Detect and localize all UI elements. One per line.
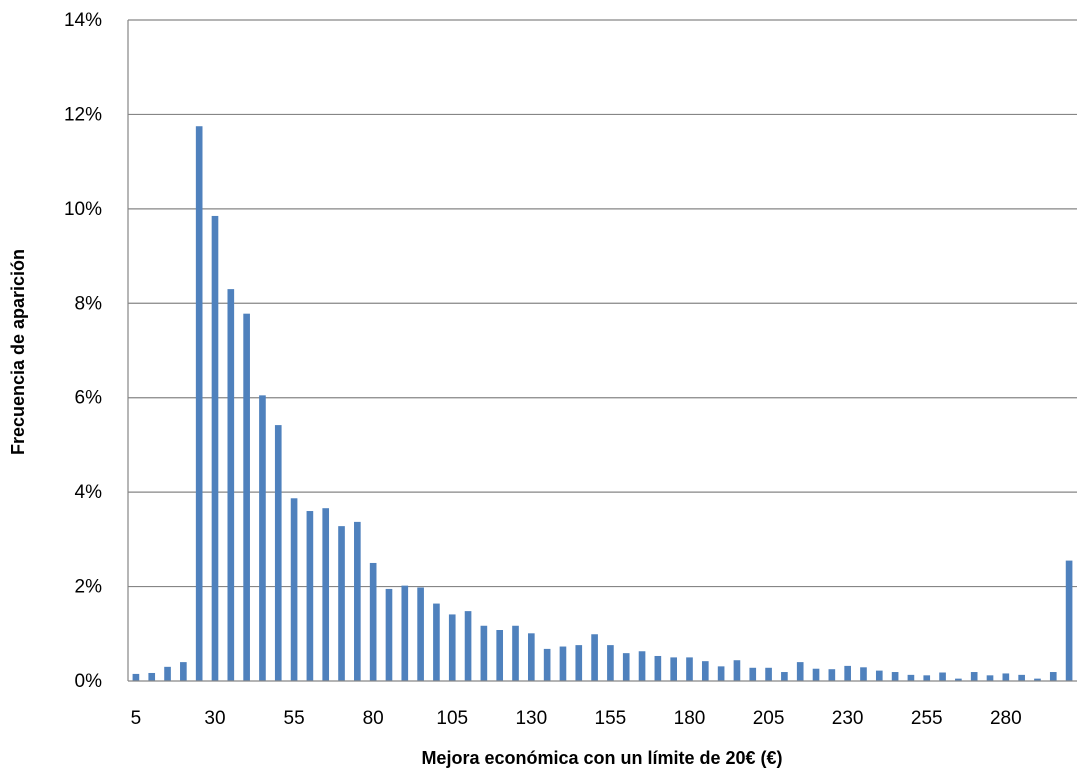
bar — [765, 667, 772, 681]
bar — [211, 215, 219, 682]
bar — [828, 669, 836, 681]
bar — [670, 657, 677, 681]
y-tick-label: 14% — [64, 10, 102, 31]
y-tick-label: 2% — [75, 577, 103, 598]
x-tick-labels: 5 30 55 80 105 130 155 180 205 230 255 280 — [131, 708, 1022, 729]
bar — [306, 511, 314, 681]
bar — [875, 670, 883, 681]
bar — [607, 645, 614, 681]
bar — [907, 674, 915, 681]
x-tick-label: 130 — [515, 708, 547, 729]
x-tick-label: 80 — [363, 708, 384, 729]
y-tick-label: 10% — [64, 199, 102, 220]
bar — [923, 675, 931, 681]
bar — [1034, 678, 1041, 681]
bar — [559, 646, 567, 681]
y-tick-label: 0% — [75, 671, 103, 692]
bar — [496, 630, 504, 681]
y-axis-title: Frecuencia de aparición — [8, 249, 28, 455]
x-tick-label: 230 — [832, 708, 864, 729]
bar — [622, 653, 630, 681]
bar — [701, 661, 709, 681]
bar — [781, 672, 788, 681]
bar — [195, 126, 203, 682]
bar — [733, 660, 741, 681]
bar — [575, 645, 583, 681]
bar — [986, 675, 994, 681]
y-tick-label: 4% — [75, 482, 103, 503]
x-tick-label: 205 — [753, 708, 785, 729]
bar — [180, 662, 187, 681]
bar — [812, 668, 820, 681]
bar — [1002, 673, 1010, 681]
bar — [844, 665, 851, 681]
bar — [512, 625, 519, 681]
bar — [591, 634, 598, 681]
x-tick-label: 255 — [911, 708, 943, 729]
bar — [290, 498, 298, 681]
bar — [148, 672, 156, 681]
y-tick-labels: 0% 2% 4% 6% 8% 10% 12% 14% — [64, 10, 102, 692]
bar — [417, 587, 424, 681]
bar — [543, 648, 551, 681]
x-tick-label: 5 — [131, 708, 142, 729]
bar — [164, 666, 171, 681]
bar — [686, 657, 693, 681]
bar — [259, 395, 266, 681]
x-tick-label: 30 — [204, 708, 225, 729]
bar — [955, 678, 962, 681]
bar — [638, 651, 646, 681]
bar — [1018, 674, 1025, 681]
bar — [717, 666, 725, 681]
bar — [448, 614, 456, 681]
bar — [528, 633, 535, 681]
bar — [970, 672, 978, 681]
bar — [433, 603, 440, 681]
bar — [369, 562, 377, 681]
gridlines — [128, 19, 1077, 588]
bar — [227, 289, 235, 681]
x-tick-label: 105 — [436, 708, 468, 729]
bar — [354, 521, 361, 681]
bar — [891, 672, 899, 681]
bar — [939, 672, 946, 681]
bar — [1065, 560, 1073, 681]
bar — [322, 508, 330, 681]
y-tick-label: 12% — [64, 104, 102, 125]
x-tick-label: 55 — [284, 708, 305, 729]
axes — [127, 20, 1077, 682]
bar — [654, 655, 662, 681]
bar — [860, 667, 867, 681]
bar — [464, 611, 472, 681]
bar — [338, 526, 345, 681]
bar — [274, 425, 282, 681]
bar — [1049, 672, 1057, 681]
bar — [480, 625, 488, 681]
bar — [132, 673, 140, 681]
bar — [749, 667, 757, 681]
bar — [796, 662, 804, 681]
y-tick-label: 6% — [75, 388, 103, 409]
y-tick-label: 8% — [75, 293, 103, 314]
bar-series — [132, 126, 1073, 682]
bar — [243, 313, 250, 681]
x-axis-title: Mejora económica con un límite de 20€ (€… — [421, 748, 782, 768]
x-tick-label: 180 — [674, 708, 706, 729]
bar — [401, 585, 409, 681]
bar — [385, 588, 393, 681]
x-tick-label: 280 — [990, 708, 1022, 729]
x-tick-label: 155 — [595, 708, 627, 729]
